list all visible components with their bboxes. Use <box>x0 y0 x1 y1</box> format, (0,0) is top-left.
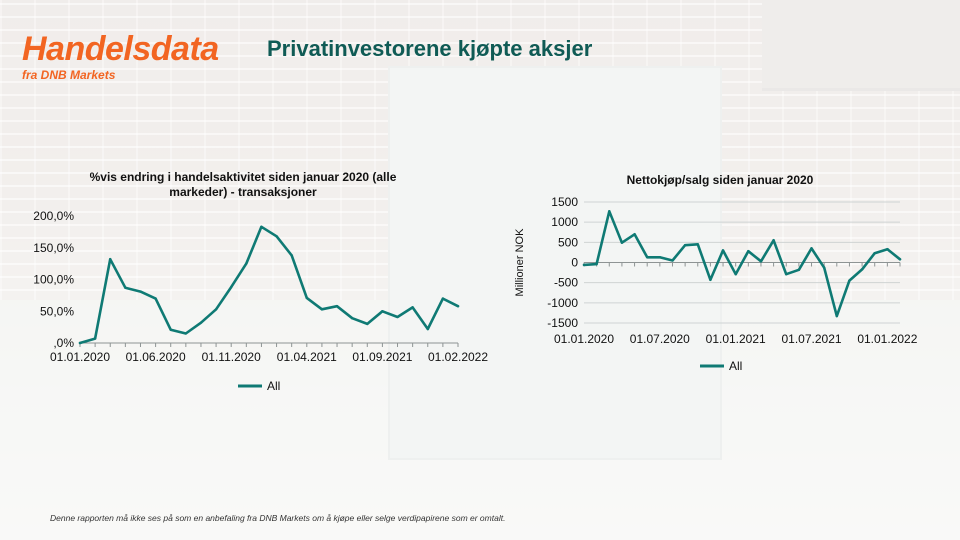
x-tick-label: 01.01.2020 <box>554 332 614 346</box>
data-point <box>886 247 889 251</box>
data-point <box>245 262 248 265</box>
data-point <box>785 272 788 276</box>
data-point <box>124 286 127 289</box>
disclaimer: Denne rapporten må ikke ses på som en an… <box>50 513 506 523</box>
chart-title: Nettokjøp/salg siden januar 2020 <box>627 173 814 187</box>
data-point <box>396 315 399 319</box>
x-tick-label: 01.04.2021 <box>277 350 337 364</box>
data-point <box>320 308 324 311</box>
data-point <box>381 310 384 313</box>
x-tick-label: 01.02.2022 <box>428 350 488 364</box>
y-tick-label: 100,0% <box>33 273 74 287</box>
y-tick-label: -500 <box>554 276 578 290</box>
data-point <box>184 332 188 335</box>
series-line-all <box>582 210 902 318</box>
data-point <box>154 297 157 300</box>
data-point <box>835 314 838 318</box>
data-point <box>290 254 293 257</box>
y-tick-label: -1500 <box>547 316 578 330</box>
data-point <box>620 241 624 244</box>
data-point <box>350 317 354 320</box>
x-tick-label: 01.06.2020 <box>126 350 186 364</box>
data-point <box>848 279 851 282</box>
data-point <box>873 252 876 255</box>
y-axis-label: Millioner NOK <box>514 228 526 297</box>
data-point <box>721 249 725 252</box>
data-point <box>93 337 97 340</box>
data-point <box>456 304 460 308</box>
data-point <box>633 233 636 236</box>
x-tick-label: 01.01.2020 <box>50 350 110 364</box>
data-point <box>822 266 826 269</box>
x-tick-label: 01.07.2021 <box>781 332 841 346</box>
page-title: Privatinvestorene kjøpte aksjer <box>267 36 593 61</box>
data-point <box>411 306 414 309</box>
data-point <box>199 321 203 324</box>
data-point <box>608 210 611 213</box>
brand-title: Handelsdata <box>22 30 219 68</box>
y-tick-label: 200,0% <box>33 209 74 223</box>
legend-label: All <box>729 359 742 373</box>
data-point <box>582 263 586 267</box>
chart-title: markeder) - transaksjoner <box>169 185 317 199</box>
x-tick-label: 01.01.2021 <box>706 332 766 346</box>
x-tick-label: 01.01.2022 <box>857 332 917 346</box>
data-point <box>139 290 142 293</box>
data-point <box>169 328 172 331</box>
data-point <box>426 327 429 331</box>
data-point <box>275 235 278 238</box>
data-point <box>646 256 649 259</box>
data-point <box>214 308 218 311</box>
x-tick-label: 01.09.2021 <box>352 350 412 364</box>
x-tick-label: 01.11.2020 <box>202 350 261 364</box>
data-point <box>709 278 712 282</box>
data-point <box>305 296 308 300</box>
y-tick-label: 1500 <box>551 195 578 209</box>
y-tick-label: 0 <box>571 256 578 270</box>
data-point <box>366 322 369 326</box>
data-point <box>797 268 801 271</box>
data-point <box>898 258 902 261</box>
data-point <box>860 268 864 271</box>
y-tick-label: ,0% <box>53 336 74 350</box>
y-tick-label: 1000 <box>551 215 578 229</box>
data-point <box>696 243 699 246</box>
data-point <box>734 272 737 276</box>
chart-title: %vis endring i handelsaktivitet siden ja… <box>90 170 397 184</box>
y-tick-label: -1000 <box>547 296 578 310</box>
brand-subtitle: fra DNB Markets <box>22 68 116 82</box>
data-point <box>441 297 445 300</box>
x-tick-label: 01.07.2020 <box>630 332 690 346</box>
data-point <box>658 256 662 259</box>
y-tick-label: 150,0% <box>33 241 74 255</box>
data-point <box>772 239 775 242</box>
series-line-all <box>78 225 460 345</box>
data-point <box>759 260 763 263</box>
data-point <box>260 225 263 228</box>
data-point <box>683 243 687 247</box>
data-point <box>230 285 233 289</box>
data-point <box>78 341 82 345</box>
y-tick-label: 50,0% <box>40 304 74 318</box>
data-point <box>810 247 813 250</box>
legend-label: All <box>267 379 280 393</box>
y-tick-label: 500 <box>558 235 578 249</box>
data-point <box>671 259 674 262</box>
data-point <box>109 257 112 261</box>
brand-logo: Handelsdata fra DNB Markets <box>22 30 219 82</box>
data-point <box>747 250 750 253</box>
data-point <box>595 262 598 266</box>
data-point <box>335 304 339 308</box>
